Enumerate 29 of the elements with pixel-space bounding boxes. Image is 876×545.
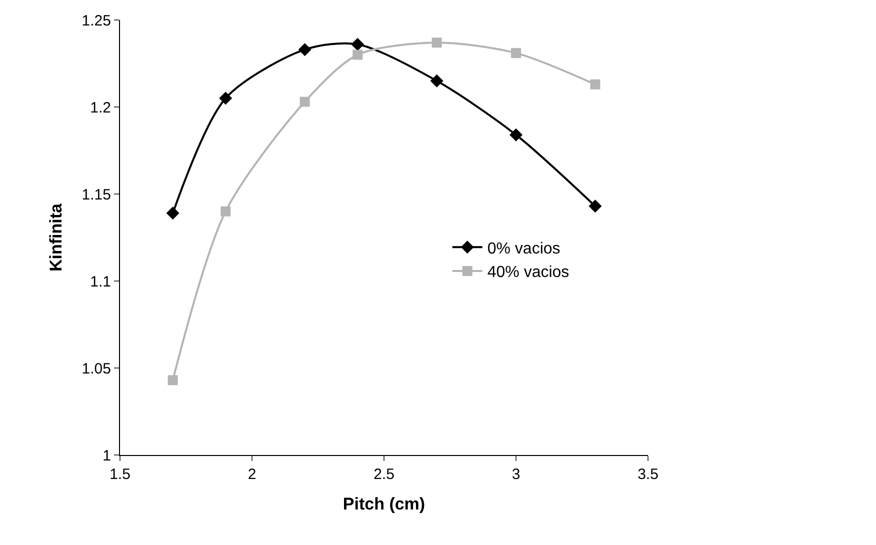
x-tick-label: 3.5 [638,466,658,483]
point [352,50,363,60]
y-tick-label: 1 [102,447,111,464]
x-tick-label: 1.5 [110,466,130,483]
point [590,79,600,90]
x-tick-label: 2 [248,466,256,483]
point [430,74,444,88]
x-axis-title: Pitch (cm) [342,494,426,514]
y-tick-label: 1.2 [90,99,111,116]
legend-label: 40% vacios [487,264,570,282]
x-tick-label: 2.5 [374,466,394,483]
point [510,128,522,142]
y-axis-title: Kinfinita [46,202,66,272]
point [166,206,180,220]
point [220,206,231,216]
legend-label: 0% vacios [487,240,560,258]
point [298,43,312,56]
point [588,200,602,213]
y-tick-label: 1.15 [82,186,111,204]
point [351,38,364,51]
point [511,48,521,58]
y-tick-label: 1.05 [82,360,111,378]
point [300,96,310,107]
point [219,92,232,105]
y-tick-label: 1.1 [90,273,111,290]
point [168,375,178,386]
point [432,38,442,48]
x-tick-label: 3 [512,466,520,483]
y-tick-label: 1.25 [82,12,111,30]
